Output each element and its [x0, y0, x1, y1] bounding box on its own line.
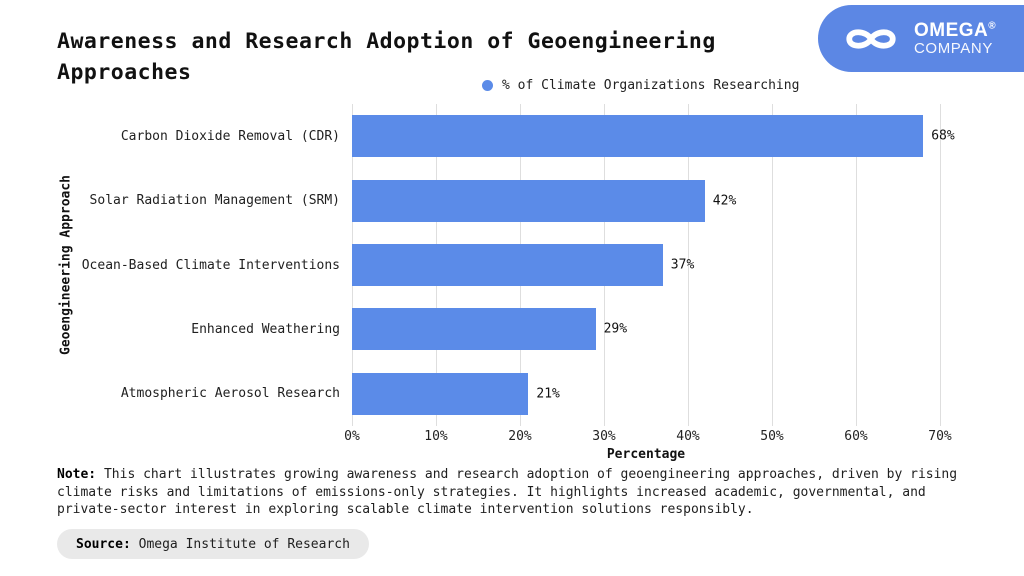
- gridline: [772, 104, 773, 426]
- bar-value-label: 42%: [712, 193, 737, 209]
- bar: [352, 244, 663, 287]
- registered-trademark: ®: [988, 20, 997, 32]
- note-text: Note: This chart illustrates growing awa…: [57, 466, 979, 519]
- x-tick-label: 60%: [844, 429, 868, 444]
- category-label: Solar Radiation Management (SRM): [89, 193, 340, 209]
- category-label: Carbon Dioxide Removal (CDR): [120, 128, 340, 144]
- bar: [352, 308, 596, 351]
- bar-value-label: 29%: [603, 321, 628, 337]
- source-badge: Source: Omega Institute of Research: [57, 529, 369, 559]
- logo-brand: OMEGA®: [914, 19, 997, 41]
- note-body: This chart illustrates growing awareness…: [57, 467, 958, 517]
- gridline: [856, 104, 857, 426]
- x-axis-ticks: 0% 10% 20% 30% 40% 50% 60% 70%: [344, 429, 1010, 445]
- page-title: Awareness and Research Adoption of Geoen…: [57, 29, 716, 85]
- bar: [352, 372, 529, 415]
- y-axis-title: Geoengineering Approach: [58, 174, 74, 356]
- bar-value-label: 37%: [670, 257, 695, 273]
- source-label: Source:: [76, 536, 131, 552]
- x-tick-label: 20%: [508, 429, 532, 444]
- bar-row: 29%: [352, 297, 1010, 361]
- chart-legend: % of Climate Organizations Researching: [482, 78, 799, 93]
- x-tick-label: 40%: [676, 429, 700, 444]
- logo-text: OMEGA® COMPANY: [914, 19, 997, 57]
- legend-label: % of Climate Organizations Researching: [502, 78, 800, 93]
- x-tick-label: 70%: [928, 429, 952, 444]
- source-body: Omega Institute of Research: [138, 536, 350, 552]
- bar-row: 42%: [352, 168, 1010, 232]
- note-label: Note:: [57, 467, 97, 482]
- x-tick-label: 0%: [344, 429, 360, 444]
- bar-row: 37%: [352, 233, 1010, 297]
- bar-row: 68%: [352, 104, 1010, 168]
- x-tick-label: 50%: [760, 429, 784, 444]
- x-tick-label: 30%: [592, 429, 616, 444]
- bar: [352, 179, 705, 222]
- category-label: Enhanced Weathering: [191, 321, 340, 337]
- logo-subtitle: COMPANY: [914, 39, 993, 57]
- bar: [352, 115, 924, 158]
- category-axis: Carbon Dioxide Removal (CDR) Solar Radiat…: [81, 104, 340, 426]
- category-label: Atmospheric Aerosol Research: [120, 386, 340, 402]
- bar-row: 21%: [352, 362, 1010, 426]
- x-axis-title: Percentage: [606, 447, 686, 462]
- bar-value-label: 68%: [931, 128, 955, 144]
- bar-rows: 68% 42% 37% 29% 21%: [352, 104, 1010, 426]
- bar-value-label: 21%: [536, 386, 560, 402]
- plot-area: 68% 42% 37% 29% 21%: [352, 104, 1010, 426]
- legend-marker-icon: [482, 80, 493, 91]
- gridline: [688, 104, 689, 426]
- category-label: Ocean-Based Climate Interventions: [81, 257, 340, 273]
- gridline: [940, 104, 941, 426]
- x-tick-label: 10%: [424, 429, 448, 444]
- company-logo: OMEGA® COMPANY: [818, 5, 1024, 72]
- infinity-icon: [846, 28, 896, 49]
